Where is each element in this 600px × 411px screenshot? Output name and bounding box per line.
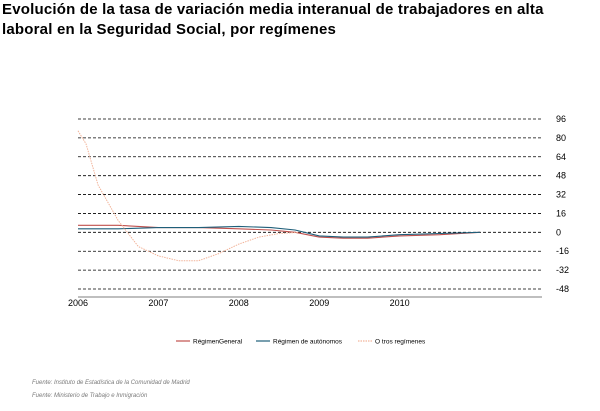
- legend: RégimenGeneral Régimen de autónomos O tros…: [176, 339, 426, 346]
- y-tick-label: -32: [556, 265, 569, 275]
- x-tick-label: 2008: [229, 298, 249, 308]
- source-note-1: Fuente: Instituto de Estadística de la C…: [32, 380, 190, 386]
- gridlines: [78, 118, 542, 298]
- y-tick-label: 96: [556, 114, 566, 124]
- series-line-2: [78, 225, 481, 238]
- series-line-3: [77, 130, 300, 262]
- y-tick-label: -48: [556, 284, 569, 294]
- y-axis-ticks: 96 80 64 48 32 16 0 -16 -32 -48: [556, 114, 569, 294]
- y-tick-label: 48: [556, 171, 566, 181]
- x-tick-label: 2007: [148, 298, 168, 308]
- chart-title: Evolución de la tasa de variación media …: [2, 1, 544, 38]
- legend-label: O tros regímenes: [375, 339, 426, 346]
- x-tick-label: 2010: [390, 298, 410, 308]
- y-tick-label: 80: [556, 133, 566, 143]
- x-tick-label: 2009: [309, 298, 329, 308]
- source-note-2: Fuente: Ministerio de Trabajo e Inmigrac…: [32, 393, 148, 399]
- y-tick-label: 32: [556, 190, 566, 200]
- series-lines: [77, 130, 481, 262]
- x-tick-label: 2006: [68, 298, 88, 308]
- legend-label: RégimenGeneral: [193, 339, 243, 346]
- y-tick-label: 64: [556, 152, 566, 162]
- series-line-1: [78, 224, 481, 239]
- legend-label: Régimen de autónomos: [273, 339, 343, 346]
- y-tick-label: 16: [556, 208, 566, 218]
- y-tick-label: -16: [556, 246, 569, 256]
- x-axis-ticks: 2006 2007 2008 2009 2010: [68, 298, 410, 308]
- y-tick-label: 0: [556, 227, 561, 237]
